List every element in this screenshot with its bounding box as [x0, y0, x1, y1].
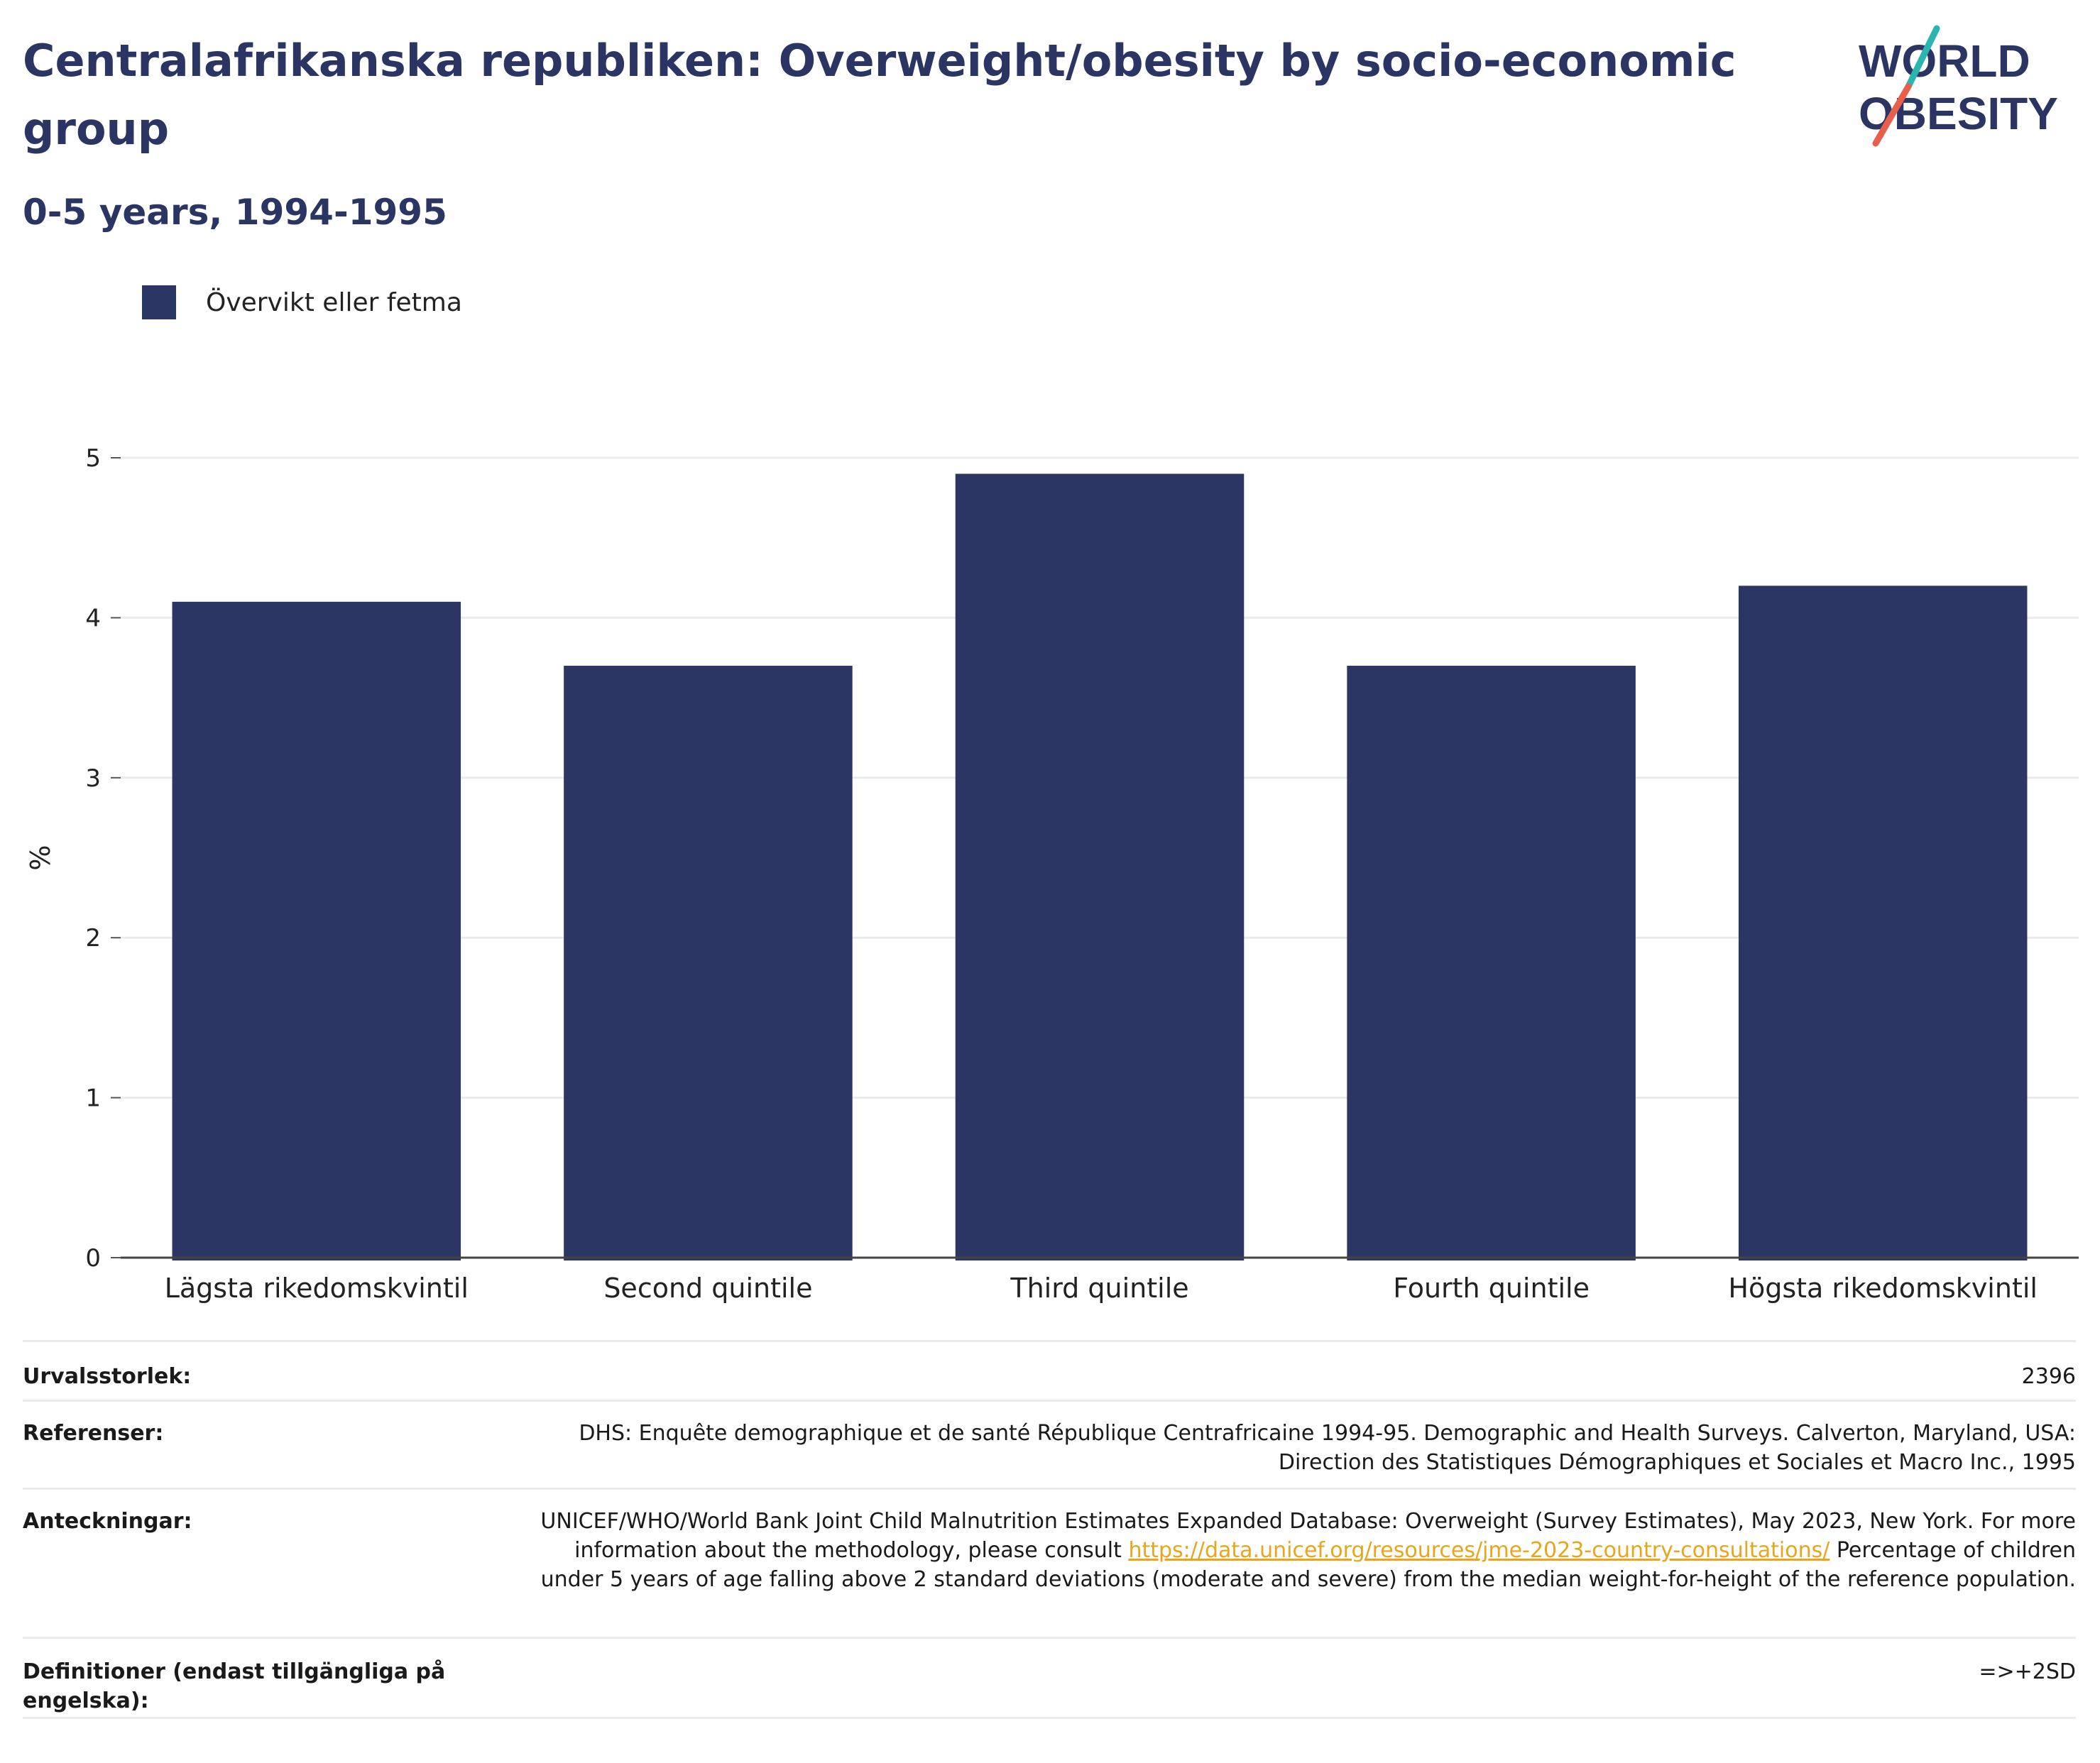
y-tick-label: 0 — [85, 1244, 101, 1273]
definitions-value: =>+2SD — [1979, 1659, 2076, 1684]
bar[interactable] — [1738, 586, 2028, 1261]
definitions-label: Definitioner (endast tillgängliga på eng… — [23, 1659, 446, 1713]
y-tick-labels: 0 1 2 3 4 5 — [85, 444, 121, 1273]
chart-title: Centralafrikanska republiken: Overweight… — [23, 35, 1737, 155]
sample-size-row: Urvalsstorlek: 2396 — [23, 1340, 2076, 1400]
x-tick-label: Lägsta rikedomskvintil — [165, 1273, 469, 1304]
y-tick-label: 1 — [85, 1084, 101, 1113]
notes-label: Anteckningar: — [23, 1509, 192, 1534]
bar-chart: 0 1 2 3 4 5 Lägsta rikedomskvintil Second quin… — [25, 444, 2079, 1304]
definitions-row: Definitioner (endast tillgängliga på eng… — [23, 1637, 2076, 1719]
sample-size-value: 2396 — [2021, 1364, 2076, 1389]
x-tick-label: Fourth quintile — [1393, 1273, 1590, 1304]
logo-slash-teal — [1905, 25, 1940, 90]
bar[interactable] — [172, 601, 461, 1261]
logo-slash-red — [1872, 83, 1912, 147]
bar[interactable] — [1347, 666, 1636, 1261]
chart-legend: Övervikt eller fetma — [142, 282, 462, 322]
notes-row: Anteckningar: UNICEF/WHO/World Bank Join… — [23, 1488, 2076, 1637]
sample-size-label: Urvalsstorlek: — [23, 1364, 192, 1389]
references-label: Referenser: — [23, 1421, 164, 1446]
notes-value: UNICEF/WHO/World Bank Joint Child Malnut… — [477, 1507, 2076, 1594]
bars — [172, 473, 2028, 1261]
y-axis-label: % — [25, 845, 56, 870]
bar[interactable] — [564, 666, 853, 1261]
x-tick-label: Högsta rikedomskvintil — [1728, 1273, 2038, 1304]
info-table: Urvalsstorlek: 2396 Referenser: DHS: Enq… — [23, 1340, 2076, 1719]
logo-line1: WORLD — [1859, 35, 2030, 87]
world-obesity-logo: WORLD OBESITY — [1859, 25, 2058, 147]
y-tick-label: 4 — [85, 604, 101, 632]
x-tick-label: Third quintile — [1010, 1273, 1188, 1304]
references-row: Referenser: DHS: Enquête demographique e… — [23, 1400, 2076, 1488]
y-tick-label: 5 — [85, 444, 101, 473]
x-tick-label: Second quintile — [603, 1273, 812, 1304]
notes-link[interactable]: https://data.unicef.org/resources/jme-20… — [1128, 1538, 1830, 1563]
notes-text-after: Percentage of children under 5 years of … — [540, 1538, 2076, 1592]
legend-label: Övervikt eller fetma — [206, 287, 462, 317]
notes-text-before: UNICEF/WHO/World Bank Joint Child Malnut… — [540, 1509, 2076, 1563]
legend-swatch — [142, 285, 176, 319]
references-value: DHS: Enquête demographique et de santé R… — [579, 1421, 2076, 1475]
logo-line2: OBESITY — [1859, 88, 2058, 139]
chart-subtitle: 0-5 years, 1994-1995 — [23, 192, 447, 233]
x-tick-labels: Lägsta rikedomskvintil Second quintile Thi… — [165, 1273, 2038, 1304]
y-tick-label: 3 — [85, 764, 101, 793]
y-tick-label: 2 — [85, 924, 101, 952]
bar[interactable] — [955, 473, 1245, 1261]
